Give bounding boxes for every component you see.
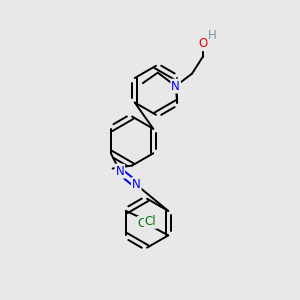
Text: O: O	[199, 37, 208, 50]
Text: H: H	[208, 29, 217, 42]
Text: N: N	[116, 165, 124, 178]
Text: Cl: Cl	[145, 215, 156, 228]
Text: N: N	[132, 178, 141, 191]
Text: Cl: Cl	[138, 217, 149, 230]
Text: N: N	[171, 80, 180, 93]
